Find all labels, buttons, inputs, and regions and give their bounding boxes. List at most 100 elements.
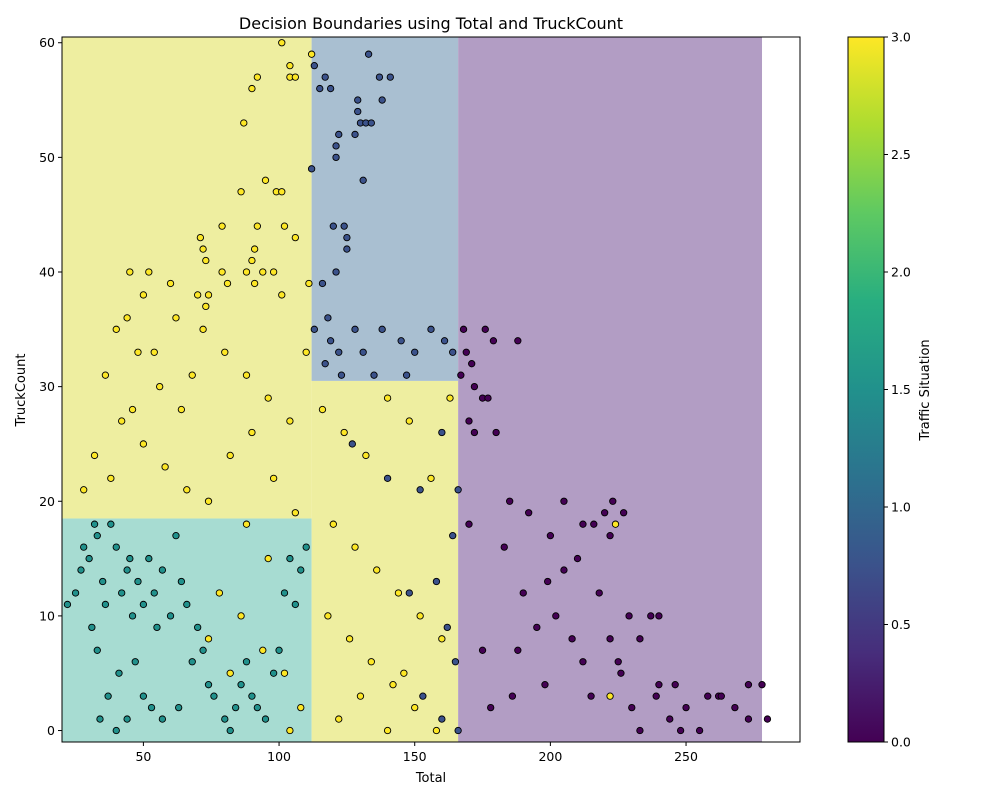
plot-frame [61, 36, 801, 743]
data-point-class-3 [411, 703, 419, 712]
decision-region-class-3 [311, 380, 459, 742]
data-point-class-2 [107, 520, 115, 528]
data-point-class-3 [405, 417, 413, 425]
data-point-class-0 [546, 532, 555, 540]
decision-region-class-3 [62, 37, 312, 519]
data-point-class-0 [514, 646, 522, 654]
data-point-class-2 [123, 715, 131, 723]
data-point-class-3 [150, 348, 158, 356]
data-point-class-2 [194, 623, 202, 632]
data-point-class-3 [340, 428, 348, 437]
colorbar-tick-label: 2.5 [891, 147, 911, 162]
data-point-class-2 [166, 612, 175, 620]
data-point-class-2 [63, 600, 72, 609]
y-tick-label: 40 [39, 265, 55, 280]
data-point-class-3 [427, 474, 435, 482]
data-point-class-2 [226, 726, 234, 735]
data-point-class-0 [519, 589, 527, 597]
data-point-class-3 [318, 405, 327, 414]
data-point-class-2 [286, 554, 294, 563]
data-point-class-0 [652, 692, 660, 700]
data-point-class-3 [362, 451, 370, 460]
data-point-class-0 [595, 589, 603, 597]
data-point-class-3 [302, 348, 310, 356]
colorbar-ticks: 0.0 0.5 1.0 1.5 2.0 2.5 3.0 [884, 30, 911, 750]
y-axis-title: TruckCount [14, 354, 29, 428]
data-point-class-1 [332, 268, 340, 276]
data-point-class-0 [600, 509, 609, 517]
data-point-class-2 [199, 646, 207, 654]
colorbar-tick-label: 1.0 [891, 500, 911, 515]
data-point-class-3 [389, 681, 397, 689]
decision-region-class-1 [311, 37, 459, 381]
data-point-class-0 [628, 703, 636, 712]
data-point-class-0 [614, 658, 622, 666]
data-point-class-0 [609, 497, 617, 505]
colorbar-tick-label: 1.5 [891, 382, 911, 397]
data-point-class-1 [449, 348, 457, 356]
data-point-class-0 [744, 681, 753, 689]
data-point-class-1 [335, 130, 343, 139]
data-point-class-3 [286, 726, 294, 735]
data-point-class-0 [489, 337, 498, 345]
data-point-class-1 [454, 486, 462, 494]
data-point-class-3 [329, 520, 337, 528]
colorbar-label: Traffic Situation [918, 339, 933, 441]
data-point-class-0 [487, 703, 495, 712]
data-point-class-0 [468, 360, 476, 368]
data-point-class-2 [80, 543, 88, 551]
y-tick-label: 30 [39, 379, 55, 394]
data-point-class-3 [128, 405, 137, 414]
y-tick-label: 0 [47, 723, 55, 738]
decision-regions [62, 37, 763, 742]
data-point-class-3 [278, 188, 286, 196]
data-point-class-2 [85, 554, 93, 563]
data-point-class-2 [139, 600, 148, 609]
x-tick-label: 200 [538, 749, 562, 764]
data-point-class-2 [242, 658, 251, 666]
data-point-class-0 [552, 612, 560, 620]
data-point-class-3 [101, 371, 110, 379]
decision-region-class-2 [62, 518, 312, 742]
y-tick-label: 20 [39, 494, 55, 509]
data-point-class-2 [210, 692, 218, 700]
data-point-class-0 [514, 337, 522, 345]
data-point-class-3 [280, 222, 289, 230]
data-point-class-3 [139, 440, 148, 448]
data-point-class-3 [400, 669, 408, 677]
data-point-class-3 [250, 279, 259, 288]
data-point-class-2 [123, 566, 131, 574]
data-point-class-2 [71, 589, 80, 597]
colorbar-tick-label: 2.0 [891, 265, 911, 280]
data-point-class-1 [411, 348, 419, 356]
data-point-class-1 [348, 440, 356, 448]
data-point-class-2 [302, 543, 310, 551]
x-tick-label: 250 [674, 749, 698, 764]
data-point-class-1 [335, 348, 343, 356]
data-point-class-3 [80, 486, 88, 494]
data-point-class-3 [383, 394, 392, 402]
data-point-class-3 [194, 291, 202, 299]
data-point-class-1 [307, 165, 316, 173]
data-point-class-3 [240, 119, 248, 127]
colorbar-tick-label: 3.0 [891, 30, 911, 45]
colorbar-tick-label: 0.0 [891, 735, 911, 750]
data-point-class-1 [416, 486, 424, 494]
data-point-class-3 [90, 451, 99, 460]
data-point-class-0 [481, 325, 489, 333]
data-point-class-3 [291, 233, 299, 242]
data-point-class-0 [763, 715, 772, 723]
data-point-class-1 [370, 371, 378, 379]
data-point-class-3 [199, 325, 207, 333]
data-point-class-1 [351, 130, 359, 139]
y-tick-label: 60 [39, 35, 55, 50]
data-point-class-1 [332, 153, 340, 162]
data-point-class-3 [264, 554, 272, 563]
data-point-class-2 [275, 646, 283, 654]
data-point-class-3 [278, 291, 286, 299]
data-point-class-0 [500, 543, 508, 551]
data-point-class-3 [356, 692, 365, 700]
data-point-class-0 [606, 635, 614, 643]
data-point-class-0 [606, 532, 614, 540]
